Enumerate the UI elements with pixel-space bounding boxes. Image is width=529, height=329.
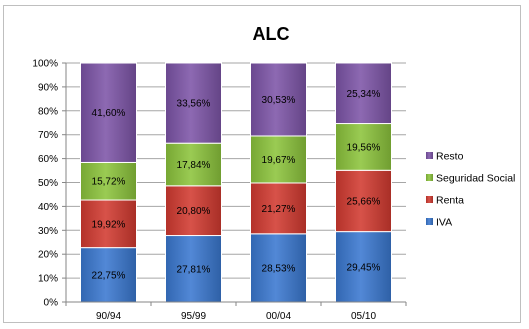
legend-label: IVA — [436, 217, 452, 229]
bar-segment — [335, 123, 392, 171]
bar-segment — [80, 199, 137, 249]
legend-label: Resto — [436, 151, 464, 163]
bar-segment — [335, 231, 392, 303]
data-label: 25,34% — [347, 89, 381, 100]
bar-segment — [165, 142, 222, 187]
data-label: 30,53% — [262, 95, 296, 106]
y-axis: 0% 10% 20% 30% 40% 50% 60% 70% 80% 90% 100% — [32, 59, 67, 309]
x-axis: 90/94 95/99 00/04 05/10 — [65, 301, 407, 322]
bars: 22,75% 19,92% 15,72% 41,60% 27,81% 20,80% 17,8… — [80, 62, 392, 303]
y-tick-label: 10% — [38, 274, 58, 285]
legend: Resto Seguridad Social Renta IVA — [426, 151, 515, 229]
bar-segment — [165, 62, 222, 144]
y-tick-label: 20% — [38, 250, 58, 261]
y-tick-label: 80% — [38, 106, 58, 117]
x-tick-label: 00/04 — [266, 311, 291, 322]
y-tick-label: 100% — [32, 59, 58, 70]
legend-swatch — [426, 196, 433, 203]
data-label: 25,66% — [347, 196, 381, 207]
bar-segment — [165, 185, 222, 237]
data-label: 19,92% — [92, 219, 126, 230]
data-label: 33,56% — [177, 99, 211, 110]
x-tick-label: 90/94 — [96, 311, 121, 322]
x-tick-label: 05/10 — [351, 311, 376, 322]
chart-frame: ALC 0% 10% 20% 30% 40% 50% 60% 70% 80% 90% 100% 22… — [3, 5, 521, 323]
bar-segment — [80, 62, 137, 163]
bar-segment — [250, 182, 307, 235]
bar-segment — [250, 62, 307, 137]
data-label: 29,45% — [347, 262, 381, 273]
data-label: 19,67% — [262, 155, 296, 166]
data-label: 21,27% — [262, 204, 296, 215]
data-label: 28,53% — [262, 263, 296, 274]
legend-swatch — [426, 218, 433, 225]
y-tick-label: 60% — [38, 154, 58, 165]
y-tick-label: 70% — [38, 130, 58, 141]
data-label: 20,80% — [177, 206, 211, 217]
data-label: 17,84% — [177, 160, 211, 171]
stacked-bar-chart: ALC 0% 10% 20% 30% 40% 50% 60% 70% 80% 90% 100% 22… — [32, 24, 515, 322]
legend-swatch — [426, 174, 433, 181]
data-label: 41,60% — [92, 108, 126, 119]
y-tick-label: 30% — [38, 226, 58, 237]
x-tick-label: 95/99 — [181, 311, 206, 322]
data-label: 15,72% — [92, 177, 126, 188]
data-label: 19,56% — [347, 142, 381, 153]
bar-segment — [335, 62, 392, 125]
legend-label: Renta — [436, 195, 464, 207]
bar-segment — [80, 247, 137, 303]
bar-segment — [80, 161, 137, 201]
legend-swatch — [426, 152, 433, 159]
y-tick-label: 90% — [38, 82, 58, 93]
data-label: 27,81% — [177, 264, 211, 275]
y-tick-label: 0% — [44, 298, 59, 309]
data-label: 22,75% — [92, 270, 126, 281]
y-tick-label: 50% — [38, 178, 58, 189]
legend-label: Seguridad Social — [436, 173, 515, 185]
y-tick-label: 40% — [38, 202, 58, 213]
bar-segment — [250, 135, 307, 184]
chart-title: ALC — [253, 24, 290, 44]
